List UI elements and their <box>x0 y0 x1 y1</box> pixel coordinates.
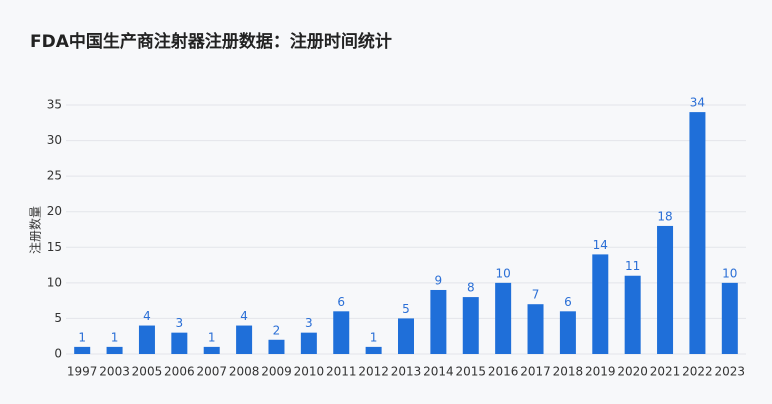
value-label: 6 <box>564 295 572 309</box>
bar <box>559 311 576 354</box>
x-tick-label: 2023 <box>715 365 746 379</box>
y-tick-label: 15 <box>47 240 62 254</box>
value-label: 1 <box>370 330 378 344</box>
x-tick-label: 2011 <box>326 365 357 379</box>
chart-title: FDA中国生产商注射器注册数据：注册时间统计 <box>30 31 392 52</box>
bar <box>495 282 512 354</box>
y-tick-label: 5 <box>54 311 62 325</box>
value-label: 1 <box>208 330 216 344</box>
bar <box>462 297 479 354</box>
y-tick-label: 0 <box>54 347 62 361</box>
y-tick-label: 10 <box>47 275 62 289</box>
value-label: 3 <box>305 316 313 330</box>
bar <box>721 282 738 354</box>
bar <box>268 339 285 354</box>
x-tick-label: 1997 <box>67 365 98 379</box>
value-label: 18 <box>657 209 672 223</box>
x-tick-label: 2005 <box>132 365 163 379</box>
x-tick-label: 2003 <box>99 365 130 379</box>
bar <box>138 325 155 354</box>
y-tick-label: 35 <box>47 98 62 112</box>
x-tick-label: 2020 <box>617 365 648 379</box>
y-axis-label: 注册数量 <box>28 206 43 254</box>
bar <box>171 332 188 354</box>
x-tick-label: 2022 <box>682 365 713 379</box>
x-tick-label: 2014 <box>423 365 454 379</box>
x-tick-label: 2013 <box>391 365 422 379</box>
value-label: 4 <box>143 309 151 323</box>
bar <box>106 346 123 354</box>
value-label: 9 <box>435 273 443 287</box>
bar <box>689 112 706 354</box>
x-tick-label: 2017 <box>520 365 551 379</box>
bar <box>300 332 317 354</box>
value-label: 14 <box>593 238 608 252</box>
value-label: 8 <box>467 281 475 295</box>
y-tick-label: 20 <box>47 204 62 218</box>
x-tick-label: 2019 <box>585 365 616 379</box>
value-label: 34 <box>690 96 705 110</box>
value-label: 2 <box>273 323 281 337</box>
x-tick-label: 2007 <box>196 365 227 379</box>
bar <box>74 346 91 354</box>
bar <box>527 304 544 354</box>
y-tick-label: 25 <box>47 169 62 183</box>
x-tick-label: 2006 <box>164 365 195 379</box>
bar <box>365 346 382 354</box>
value-label: 10 <box>496 266 511 280</box>
value-label: 1 <box>78 330 86 344</box>
value-label: 10 <box>722 266 737 280</box>
x-tick-label: 2012 <box>358 365 389 379</box>
x-tick-label: 2008 <box>229 365 260 379</box>
value-label: 5 <box>402 302 410 316</box>
bar <box>236 325 253 354</box>
value-label: 6 <box>337 295 345 309</box>
bar <box>203 346 220 354</box>
x-tick-label: 2016 <box>488 365 519 379</box>
y-tick-label: 30 <box>47 133 62 147</box>
value-label: 4 <box>240 309 248 323</box>
x-tick-label: 2018 <box>553 365 584 379</box>
bar <box>592 254 609 354</box>
value-label: 7 <box>532 288 540 302</box>
bar <box>398 318 414 354</box>
value-label: 1 <box>111 330 119 344</box>
x-tick-label: 2009 <box>261 365 292 379</box>
x-tick-label: 2021 <box>650 365 681 379</box>
bar <box>333 311 350 354</box>
value-label: 3 <box>176 316 184 330</box>
bar <box>657 225 674 354</box>
x-tick-label: 2015 <box>455 365 486 379</box>
bar <box>624 275 641 354</box>
bar <box>430 289 447 354</box>
x-tick-label: 2010 <box>294 365 325 379</box>
value-label: 11 <box>625 259 640 273</box>
